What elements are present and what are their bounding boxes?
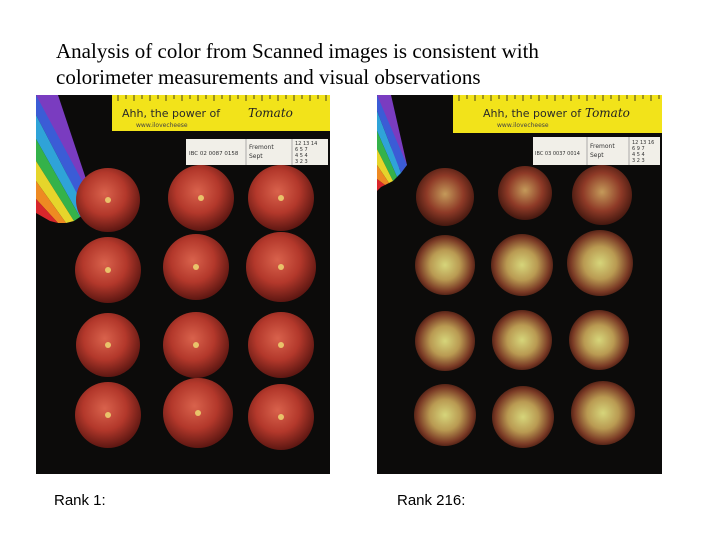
card-grid-row: 3 2 3 <box>295 159 308 165</box>
caption-rank-216: Rank 216: <box>397 492 466 509</box>
color-chart-fan <box>36 95 94 223</box>
tomato <box>76 168 140 232</box>
tomato <box>572 165 632 225</box>
card-grid-row: 3 2 3 <box>632 158 645 164</box>
tomato <box>416 168 474 226</box>
card-grid-row: 4 5 4 <box>632 152 645 158</box>
card-note-1: Fremont <box>590 143 615 150</box>
caption-rank-1: Rank 1: <box>54 492 106 509</box>
card-id: IBC 02 0087 0158 <box>189 151 239 157</box>
tomato <box>569 310 629 370</box>
tomato <box>248 165 314 231</box>
scan-image-rank-216: Ahh, the power of Tomato www.ilovecheese… <box>377 95 662 474</box>
color-chart-fan <box>377 95 407 191</box>
tomato-grid <box>414 165 635 448</box>
tomato <box>76 313 140 377</box>
tomato <box>492 310 552 370</box>
card-note-2: Sept <box>590 152 604 159</box>
tomato <box>567 230 633 296</box>
tomato <box>491 234 553 296</box>
scan-image-rank-1: Ahh, the power of Tomato www.ilovecheese… <box>36 95 330 474</box>
tomato <box>75 237 141 303</box>
card-grid-row: 6 9 7 <box>632 146 645 152</box>
ruler-url: www.ilovecheese <box>497 122 549 129</box>
tomato <box>415 235 475 295</box>
tomato <box>246 232 316 302</box>
card-grid-row: 6 5 7 <box>295 147 308 153</box>
tomato <box>415 311 475 371</box>
tomato <box>163 378 233 448</box>
tomato <box>414 384 476 446</box>
card-id: IBC 03 0037 0014 <box>535 151 580 157</box>
slide-title: Analysis of color from Scanned images is… <box>56 38 676 90</box>
tomato <box>168 165 234 231</box>
ruler-label: Ahh, the power of Tomato www.ilovecheese <box>112 95 330 131</box>
tomato <box>248 384 314 450</box>
card-grid-row: 12 13 16 <box>632 140 654 146</box>
tomato <box>248 312 314 378</box>
title-line-1: Analysis of color from Scanned images is… <box>56 39 539 63</box>
ruler-label: Ahh, the power of Tomato www.ilovecheese <box>453 95 662 133</box>
card-note-2: Sept <box>249 153 263 160</box>
ruler-handwriting: Tomato <box>585 106 630 120</box>
tomato <box>163 312 229 378</box>
ruler-url: www.ilovecheese <box>136 122 188 129</box>
title-line-2: colorimeter measurements and visual obse… <box>56 65 481 89</box>
card-note-1: Fremont <box>249 144 274 151</box>
sample-label-card: IBC 02 0087 0158 Fremont Sept 12 13 14 6… <box>186 139 328 165</box>
tomato <box>498 166 552 220</box>
tomato <box>163 234 229 300</box>
ruler-text: Ahh, the power of <box>122 107 221 120</box>
tomato <box>75 382 141 448</box>
card-grid-row: 12 13 14 <box>295 141 317 147</box>
tomato <box>492 386 554 448</box>
card-grid-row: 4 5 4 <box>295 153 308 159</box>
sample-label-card: IBC 03 0037 0014 Fremont Sept 12 13 16 6… <box>533 137 660 165</box>
tomato-grid <box>75 165 316 450</box>
tomato <box>571 381 635 445</box>
ruler-handwriting: Tomato <box>248 106 293 120</box>
ruler-text: Ahh, the power of <box>483 107 582 120</box>
